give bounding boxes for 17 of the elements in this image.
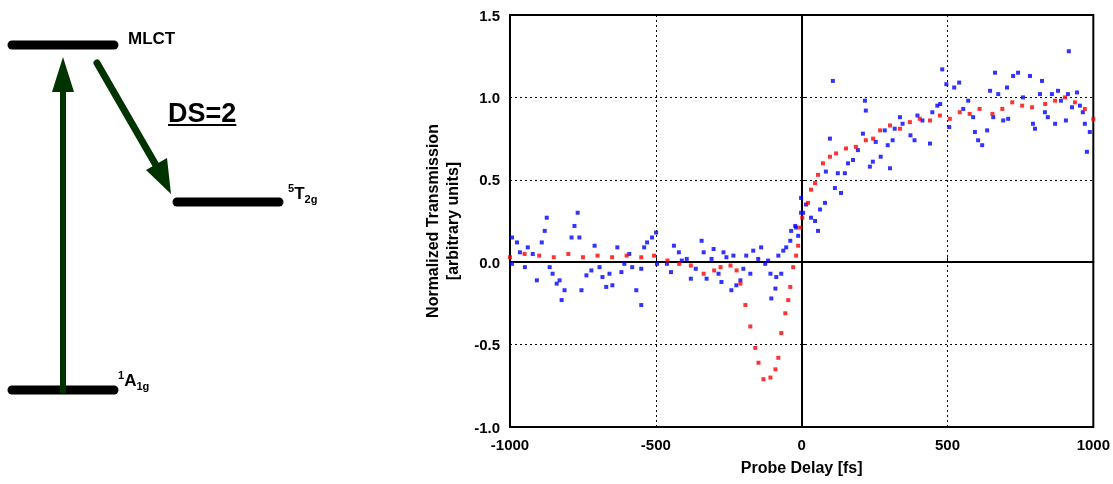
- y-tick-label: 1.0: [479, 88, 500, 106]
- text: $^{5}$T$_{2g}$: [288, 182, 318, 206]
- y-tick-label: -0.5: [474, 336, 500, 354]
- y-tick-label: 0.5: [479, 171, 500, 189]
- text: $^{1}$A$_{1g}$: [118, 369, 150, 393]
- x-tick-label: -1000: [490, 436, 530, 453]
- x-tick-label: 500: [934, 436, 960, 453]
- x-axis-title: Probe Delay [fs]: [740, 458, 863, 476]
- y-tick-label: 1.5: [479, 6, 500, 24]
- y-axis-title: Normalized Transmission [arbitrary units]: [423, 124, 461, 318]
- text: DS=2: [168, 98, 237, 128]
- x-tick-label: 1000: [1076, 436, 1110, 453]
- x-tick-label: -500: [640, 436, 671, 453]
- y-tick-label: -1.0: [474, 418, 500, 436]
- x-tick-label: 0: [797, 436, 806, 453]
- y-tick-label: 0.0: [479, 253, 500, 271]
- text: MLCT: [128, 29, 176, 48]
